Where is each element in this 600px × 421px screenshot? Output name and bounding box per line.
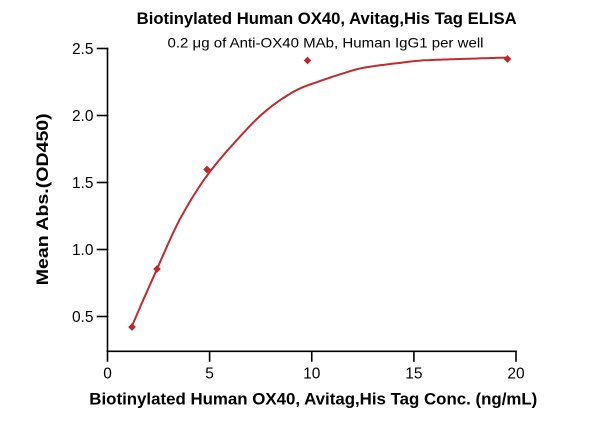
- svg-text:0.5: 0.5: [72, 309, 94, 326]
- svg-text:5: 5: [205, 366, 214, 383]
- svg-text:1.5: 1.5: [72, 175, 94, 192]
- svg-text:Biotinylated Human OX40, Avita: Biotinylated Human OX40, Avitag,His Tag …: [89, 391, 537, 409]
- svg-text:Biotinylated Human OX40, Avita: Biotinylated Human OX40, Avitag,His Tag …: [137, 10, 517, 28]
- svg-text:Mean Abs.(OD450): Mean Abs.(OD450): [33, 113, 52, 285]
- svg-text:1.0: 1.0: [72, 242, 94, 259]
- svg-text:0: 0: [103, 366, 112, 383]
- svg-text:15: 15: [405, 366, 422, 383]
- svg-text:20: 20: [507, 366, 525, 383]
- svg-text:10: 10: [303, 366, 321, 383]
- svg-text:2.5: 2.5: [72, 41, 94, 58]
- svg-text:0.2 μg of Anti-OX40 MAb, Human: 0.2 μg of Anti-OX40 MAb, Human IgG1 per …: [168, 35, 484, 51]
- svg-text:2.0: 2.0: [72, 108, 94, 125]
